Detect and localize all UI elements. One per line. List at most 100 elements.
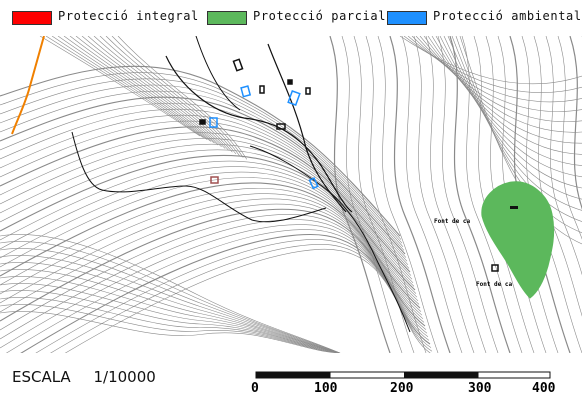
contour-line	[0, 126, 411, 273]
contour-line	[0, 143, 414, 284]
spring-marker	[510, 206, 518, 209]
contour-line	[427, 36, 582, 155]
contour-line	[0, 214, 427, 331]
scale-tick-200: 200	[390, 381, 414, 396]
contour-line	[0, 248, 341, 353]
contour-line	[0, 177, 420, 305]
contour-line	[415, 36, 582, 123]
contour-line	[401, 36, 463, 353]
contour-line	[0, 224, 429, 349]
contour-line	[0, 187, 422, 312]
contour-line	[413, 36, 475, 353]
road-house	[267, 43, 347, 213]
stream-line	[11, 36, 45, 135]
contour-line	[0, 290, 341, 353]
contour-line	[455, 36, 582, 234]
contour-line	[0, 120, 410, 269]
contour-line	[0, 304, 341, 353]
contour-line	[0, 149, 415, 287]
contour-line	[443, 36, 582, 200]
scale-segment	[404, 372, 478, 378]
legend-swatch-blue	[387, 11, 427, 25]
valley-contours	[329, 36, 582, 353]
scale-tick-300: 300	[468, 381, 492, 396]
contour-line	[0, 65, 401, 237]
contour-line	[447, 36, 582, 211]
contour-line	[0, 90, 405, 251]
contour-line	[87, 36, 230, 151]
contour-line	[93, 36, 233, 153]
contour-line	[437, 36, 499, 353]
contour-line	[117, 36, 248, 160]
contour-line	[425, 36, 487, 353]
legend-label-parcial: Protecció parcial	[253, 9, 387, 23]
contour-line	[0, 255, 341, 353]
legend-swatch-green	[207, 11, 247, 25]
contour-line	[365, 36, 427, 353]
contour-line	[0, 269, 341, 353]
contour-line	[0, 262, 341, 353]
contour-line	[439, 36, 582, 189]
contour-line	[399, 36, 582, 85]
contour-line	[0, 114, 409, 266]
scale-tick-400: 400	[532, 381, 556, 396]
contour-line	[0, 182, 421, 309]
contour-line	[99, 36, 237, 155]
track-line	[71, 131, 327, 223]
contour-line	[423, 36, 582, 144]
contour-line	[329, 36, 391, 353]
contour-line	[64, 249, 432, 353]
contour-line	[51, 36, 208, 140]
contour-line	[0, 241, 341, 353]
contour-line	[0, 72, 402, 240]
legend-label-ambiental: Protecció ambiental	[433, 9, 582, 23]
contour-line	[0, 208, 426, 327]
contour-line	[419, 36, 582, 133]
contour-lines	[0, 36, 433, 353]
contour-line	[0, 234, 341, 353]
path-line	[249, 145, 411, 333]
contour-line	[407, 36, 582, 103]
road-line	[165, 55, 353, 213]
contour-line	[39, 36, 201, 137]
contour-line	[569, 36, 582, 210]
contour-line	[75, 36, 222, 148]
contour-line	[451, 36, 582, 222]
contour-line	[459, 36, 582, 245]
topographic-map[interactable]: Font de ca Font de ca	[0, 36, 582, 353]
scale-prefix: ESCALA	[12, 368, 71, 386]
contour-line	[0, 138, 413, 280]
contour-line	[0, 96, 406, 255]
place-label-1: Font de ca	[434, 218, 471, 225]
contour-line	[81, 36, 226, 149]
contour-line	[0, 132, 412, 276]
scale-tick-0: 0	[251, 381, 259, 396]
legend-swatch-red	[12, 11, 52, 25]
scale-ratio: 1/10000	[93, 368, 156, 386]
contour-line	[0, 108, 408, 262]
contour-line	[57, 36, 211, 142]
contour-line	[403, 36, 582, 93]
contour-line	[411, 36, 582, 112]
buildings	[199, 58, 499, 272]
contour-line	[0, 276, 341, 353]
contour-line	[0, 171, 419, 302]
contour-line	[0, 219, 428, 340]
contour-line	[69, 36, 219, 146]
contour-line	[389, 36, 451, 353]
scale-segment	[256, 372, 330, 378]
contour-line	[0, 311, 341, 353]
map-legend: Protecció integral Protecció parcial Pro…	[0, 0, 582, 36]
contour-line	[341, 36, 403, 353]
contour-line	[105, 36, 240, 156]
contour-line	[111, 36, 244, 158]
scale-bar: 0 100 200 300 400	[251, 371, 556, 396]
contour-line	[431, 36, 582, 166]
partial-protection-zone	[481, 181, 555, 299]
contour-line	[63, 36, 215, 144]
place-label-2: Font de ca	[476, 281, 513, 288]
contour-line	[557, 36, 582, 240]
contour-line	[545, 36, 582, 276]
legend-label-integral: Protecció integral	[58, 9, 199, 23]
contour-line	[435, 36, 582, 178]
